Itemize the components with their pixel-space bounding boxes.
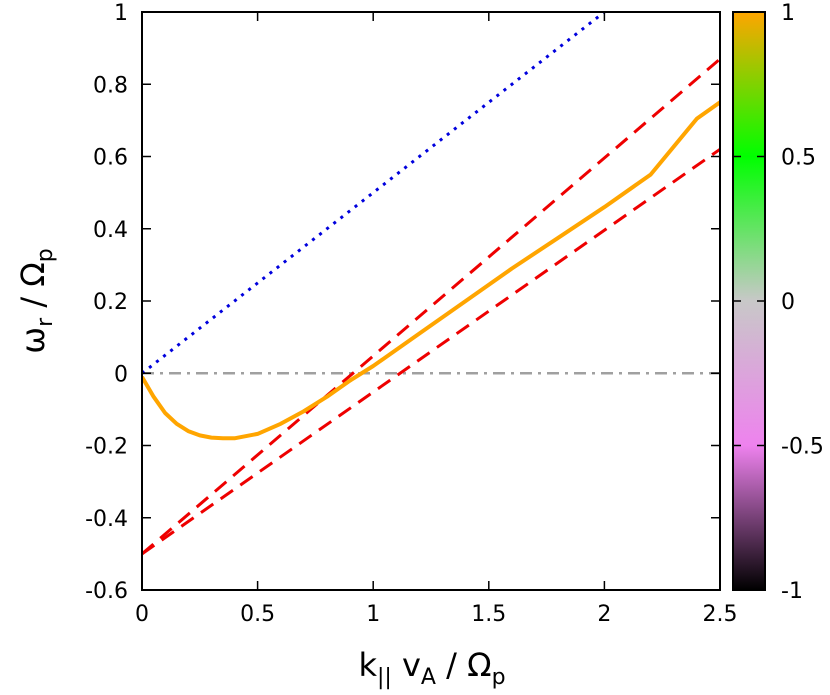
y-tick-label: 0.2 [93, 290, 128, 315]
y-axis-label: ωr / Ωp [14, 248, 58, 353]
x-tick-label: 1.5 [471, 602, 506, 627]
y-tick-label: 0 [114, 362, 128, 387]
x-tick-label: 1 [366, 602, 380, 627]
colorbar-ticks: 1 0.5 0 -0.5 -1 [733, 1, 824, 604]
colorbar: 1 0.5 0 -0.5 -1 [732, 1, 824, 604]
y-axis: -0.6 -0.4 -0.2 0 0.2 0.4 0.6 0.8 1 [85, 1, 720, 604]
colorbar-tick-label: 0 [781, 290, 795, 315]
series-line-0-solid [142, 100, 720, 441]
series-line-2-dashed [142, 57, 720, 556]
y-tick-label: -0.2 [85, 435, 128, 460]
y-tick-label: 1 [114, 1, 128, 26]
y-tick-label: -0.6 [85, 579, 128, 604]
x-tick-label: 2 [597, 602, 611, 627]
colorbar-tick-label: 1 [781, 1, 795, 26]
x-tick-label: 2.5 [703, 602, 738, 627]
x-axis-label: k|| vA / Ωp [358, 646, 505, 690]
colorbar-tick-label: 0.5 [781, 146, 816, 171]
y-tick-label: -0.4 [85, 507, 128, 532]
colorbar-tick-label: -0.5 [781, 435, 824, 460]
x-tick-label: 0 [135, 602, 149, 627]
y-tick-label: 0.6 [93, 146, 128, 171]
series-line-1-dotted [142, 12, 606, 375]
y-tick-label: 0.4 [93, 218, 128, 243]
series-line-3-dashed [142, 148, 720, 556]
plot-frame [141, 11, 721, 591]
x-axis: 0 0.5 1 1.5 2 2.5 [135, 12, 738, 627]
x-tick-label: 0.5 [240, 602, 275, 627]
colorbar-tick-label: -1 [781, 579, 803, 604]
y-tick-label: 0.8 [93, 73, 128, 98]
series-layer [142, 12, 720, 556]
